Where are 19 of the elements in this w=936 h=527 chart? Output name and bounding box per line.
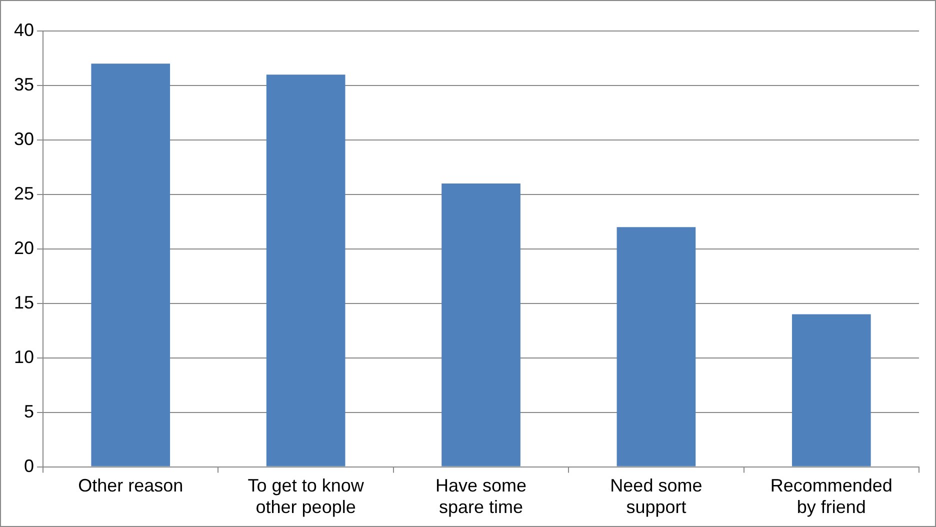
y-tick-label: 5 xyxy=(24,401,34,422)
x-tick-label: To get to know other people xyxy=(248,476,365,518)
y-tick-label: 25 xyxy=(14,183,34,204)
bar xyxy=(266,74,346,466)
y-tick-label: 0 xyxy=(24,456,34,476)
y-tick-label: 35 xyxy=(14,74,34,94)
bar xyxy=(442,184,520,466)
y-tick-label: 30 xyxy=(14,128,34,149)
x-tick-label: Other reason xyxy=(78,476,184,496)
y-tick-label: 20 xyxy=(14,238,34,258)
y-tick-label: 10 xyxy=(14,346,34,367)
y-tick-label: 40 xyxy=(14,20,34,40)
bar xyxy=(91,64,170,466)
bar xyxy=(792,314,871,466)
x-tick-label: Have some spare time xyxy=(435,476,527,518)
y-tick-label: 15 xyxy=(14,292,34,312)
bar xyxy=(616,227,696,466)
x-tick-label: Recommended by friend xyxy=(770,476,892,518)
x-tick-label: Need some support xyxy=(610,476,702,518)
